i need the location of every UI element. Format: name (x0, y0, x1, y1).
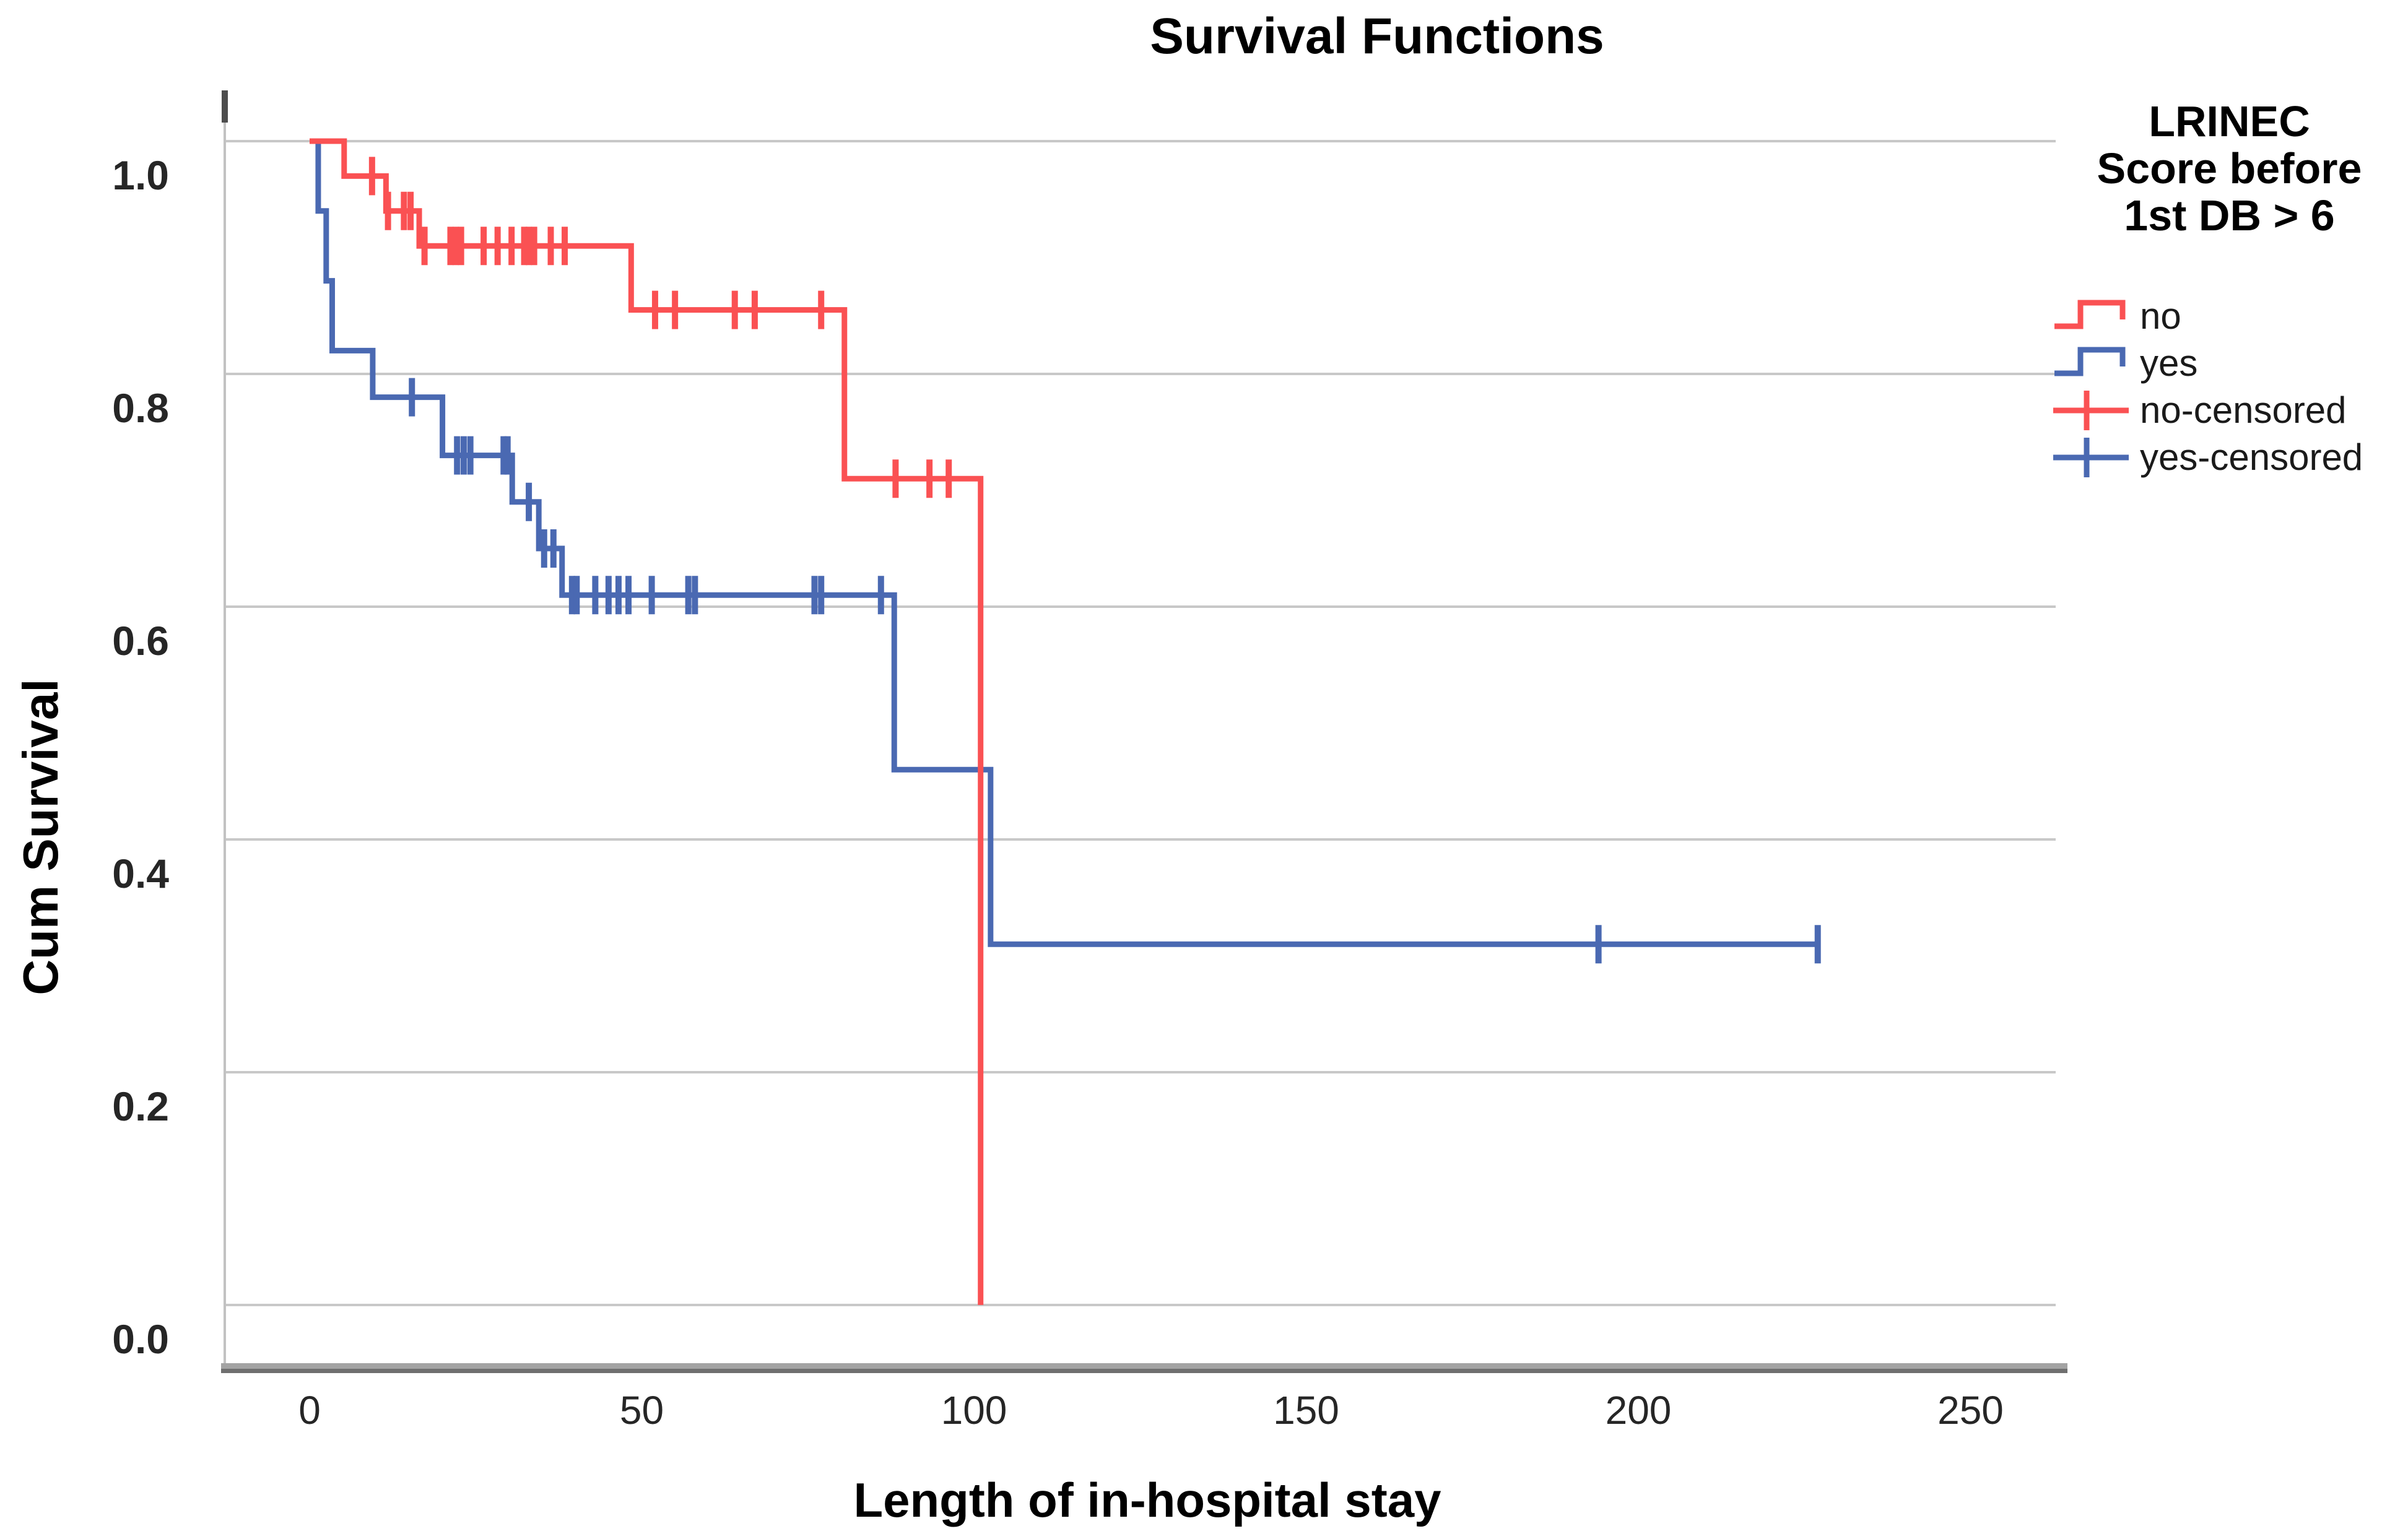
x-tick-label-0: 0 (298, 1388, 321, 1433)
legend-item-label: yes-censored (2140, 436, 2363, 478)
survival-curve-no (310, 138, 984, 1305)
y-tick-label-0.4: 0.4 (112, 851, 169, 896)
x-axis-title: Length of in-hospital stay (853, 1473, 1441, 1527)
legend-title-line-2: Score before (2097, 144, 2362, 193)
legend-item-label: no-censored (2140, 389, 2347, 431)
x-tick-label-150: 150 (1273, 1388, 1339, 1433)
legend-step-line-icon (2054, 300, 2126, 329)
y-axis-cap-tick (222, 90, 228, 123)
x-tick-label-100: 100 (941, 1388, 1007, 1433)
legend-marker-shape (2053, 438, 2129, 477)
x-axis-bar (221, 1363, 2067, 1369)
legend: LRINEC Score before 1st DB > 6 no yes no-cen… (2051, 98, 2408, 480)
legend-marker-shape (2053, 391, 2129, 430)
y-tick-label-0.8: 0.8 (112, 385, 169, 431)
y-tick-label-0.0: 0.0 (112, 1316, 169, 1362)
legend-marker-shape (2054, 300, 2126, 329)
legend-item-no: no (2051, 292, 2408, 339)
x-tick-label-200: 200 (1606, 1388, 1672, 1433)
y-tick-label-0.6: 0.6 (112, 618, 169, 664)
y-tick-label-1.0: 1.0 (112, 152, 169, 198)
legend-item-yes: yes (2051, 339, 2408, 386)
x-tick-label-250: 250 (1937, 1388, 2004, 1433)
legend-title: LRINEC Score before 1st DB > 6 (2051, 98, 2408, 239)
legend-censor-plus-icon (2053, 391, 2129, 430)
legend-item-yes-censored: yes-censored (2051, 433, 2408, 480)
legend-item-no-censored: no-censored (2051, 386, 2408, 433)
x-axis-bar-shadow (221, 1369, 2067, 1373)
legend-title-line-1: LRINEC (2149, 97, 2310, 145)
legend-title-line-3: 1st DB > 6 (2124, 191, 2335, 240)
legend-step-line-icon (2054, 347, 2126, 376)
legend-marker-shape (2054, 347, 2126, 376)
legend-censor-plus-icon (2053, 438, 2129, 477)
chart-title: Survival Functions (1150, 8, 1604, 64)
y-tick-label-0.2: 0.2 (112, 1083, 169, 1129)
x-tick-label-50: 50 (620, 1388, 664, 1433)
legend-item-label: yes (2140, 342, 2198, 384)
legend-items: no yes no-censored yes-censored (2051, 292, 2408, 480)
survival-curve-yes (310, 138, 1818, 947)
legend-item-label: no (2140, 295, 2181, 337)
